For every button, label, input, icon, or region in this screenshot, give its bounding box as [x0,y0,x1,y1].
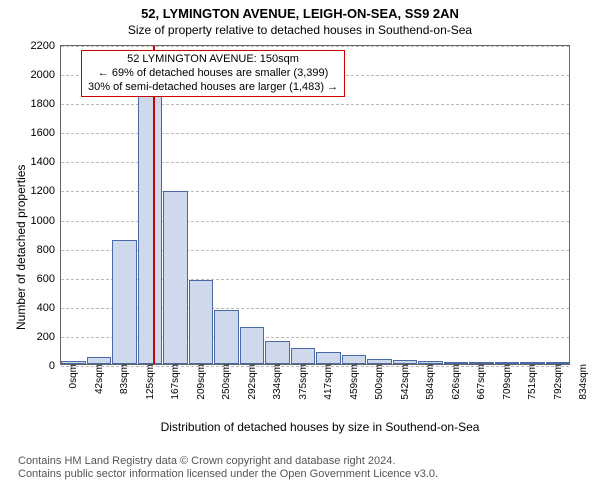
histogram-bar [112,240,137,364]
y-tick-label: 2000 [31,69,61,81]
x-tick-label: 250sqm [217,364,232,400]
chart-title: 52, LYMINGTON AVENUE, LEIGH-ON-SEA, SS9 … [0,0,600,21]
histogram-bar [265,341,290,364]
x-tick-label: 626sqm [447,364,462,400]
gridline [61,46,569,47]
histogram-bar [214,310,239,364]
histogram-bar [87,357,112,364]
y-tick-label: 1400 [31,156,61,168]
x-tick-label: 209sqm [192,364,207,400]
attribution-footer: Contains HM Land Registry data © Crown c… [18,455,438,483]
x-tick-label: 667sqm [472,364,487,400]
annotation-line: 30% of semi-detached houses are larger (… [88,81,338,95]
histogram-bar [291,348,316,364]
y-tick-label: 1200 [31,185,61,197]
histogram-bar [316,352,341,364]
property-annotation: 52 LYMINGTON AVENUE: 150sqm← 69% of deta… [81,50,345,97]
y-tick-label: 200 [37,331,61,343]
x-tick-label: 709sqm [498,364,513,400]
x-tick-label: 500sqm [370,364,385,400]
y-tick-label: 1000 [31,215,61,227]
x-tick-label: 542sqm [396,364,411,400]
y-tick-label: 1800 [31,98,61,110]
x-tick-label: 584sqm [421,364,436,400]
footer-line-2: Contains public sector information licen… [18,468,438,480]
y-axis-label: Number of detached properties [14,165,28,330]
x-tick-label: 417sqm [319,364,334,400]
y-tick-label: 600 [37,273,61,285]
x-tick-label: 42sqm [90,364,105,394]
gridline [61,366,569,367]
y-tick-label: 0 [49,360,61,372]
x-tick-label: 0sqm [64,364,79,388]
y-tick-label: 2200 [31,40,61,52]
x-tick-label: 751sqm [523,364,538,400]
x-tick-label: 83sqm [115,364,130,394]
histogram-bar [138,92,163,364]
annotation-line: ← 69% of detached houses are smaller (3,… [88,67,338,81]
annotation-line: 52 LYMINGTON AVENUE: 150sqm [88,53,338,67]
x-axis-label: Distribution of detached houses by size … [0,420,600,434]
footer-line-1: Contains HM Land Registry data © Crown c… [18,455,395,467]
histogram-bar [342,355,367,364]
x-tick-label: 459sqm [345,364,360,400]
x-tick-label: 292sqm [243,364,258,400]
histogram-bar [240,327,265,364]
histogram-bar [189,280,214,364]
y-tick-label: 400 [37,302,61,314]
x-tick-label: 334sqm [268,364,283,400]
y-tick-label: 800 [37,244,61,256]
x-tick-label: 167sqm [166,364,181,400]
y-tick-label: 1600 [31,127,61,139]
histogram-bar [163,191,188,364]
x-tick-label: 834sqm [574,364,589,400]
plot-area: 0200400600800100012001400160018002000220… [60,45,570,365]
x-tick-label: 375sqm [294,364,309,400]
chart-subtitle: Size of property relative to detached ho… [0,21,600,37]
x-tick-label: 792sqm [549,364,564,400]
x-tick-label: 125sqm [141,364,156,400]
